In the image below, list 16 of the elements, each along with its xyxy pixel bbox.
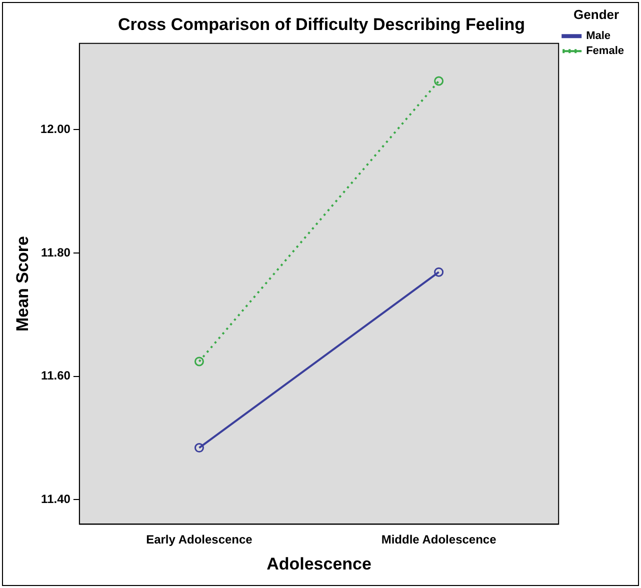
x-axis-title: Adolescence [266, 554, 372, 574]
x-tick-label: Middle Adolescence [381, 532, 497, 547]
point [434, 76, 444, 86]
point [194, 356, 204, 366]
legend-label: Female [586, 45, 624, 58]
y-axis-title: Mean Score [12, 236, 32, 332]
y-tick-label: 12.00 [40, 122, 71, 136]
legend-label: Male [586, 30, 611, 42]
point [434, 267, 444, 277]
y-tick-label: 11.80 [41, 245, 71, 260]
y-tick-label: 11.60 [41, 368, 71, 383]
x-tick-label: Early Adolescence [146, 532, 253, 547]
point [194, 443, 204, 453]
legend-title: Gender [574, 7, 620, 22]
y-tick-label: 11.40 [41, 492, 71, 506]
chart-title: Cross Comparison of Difficulty Describing Feeling [118, 14, 526, 34]
